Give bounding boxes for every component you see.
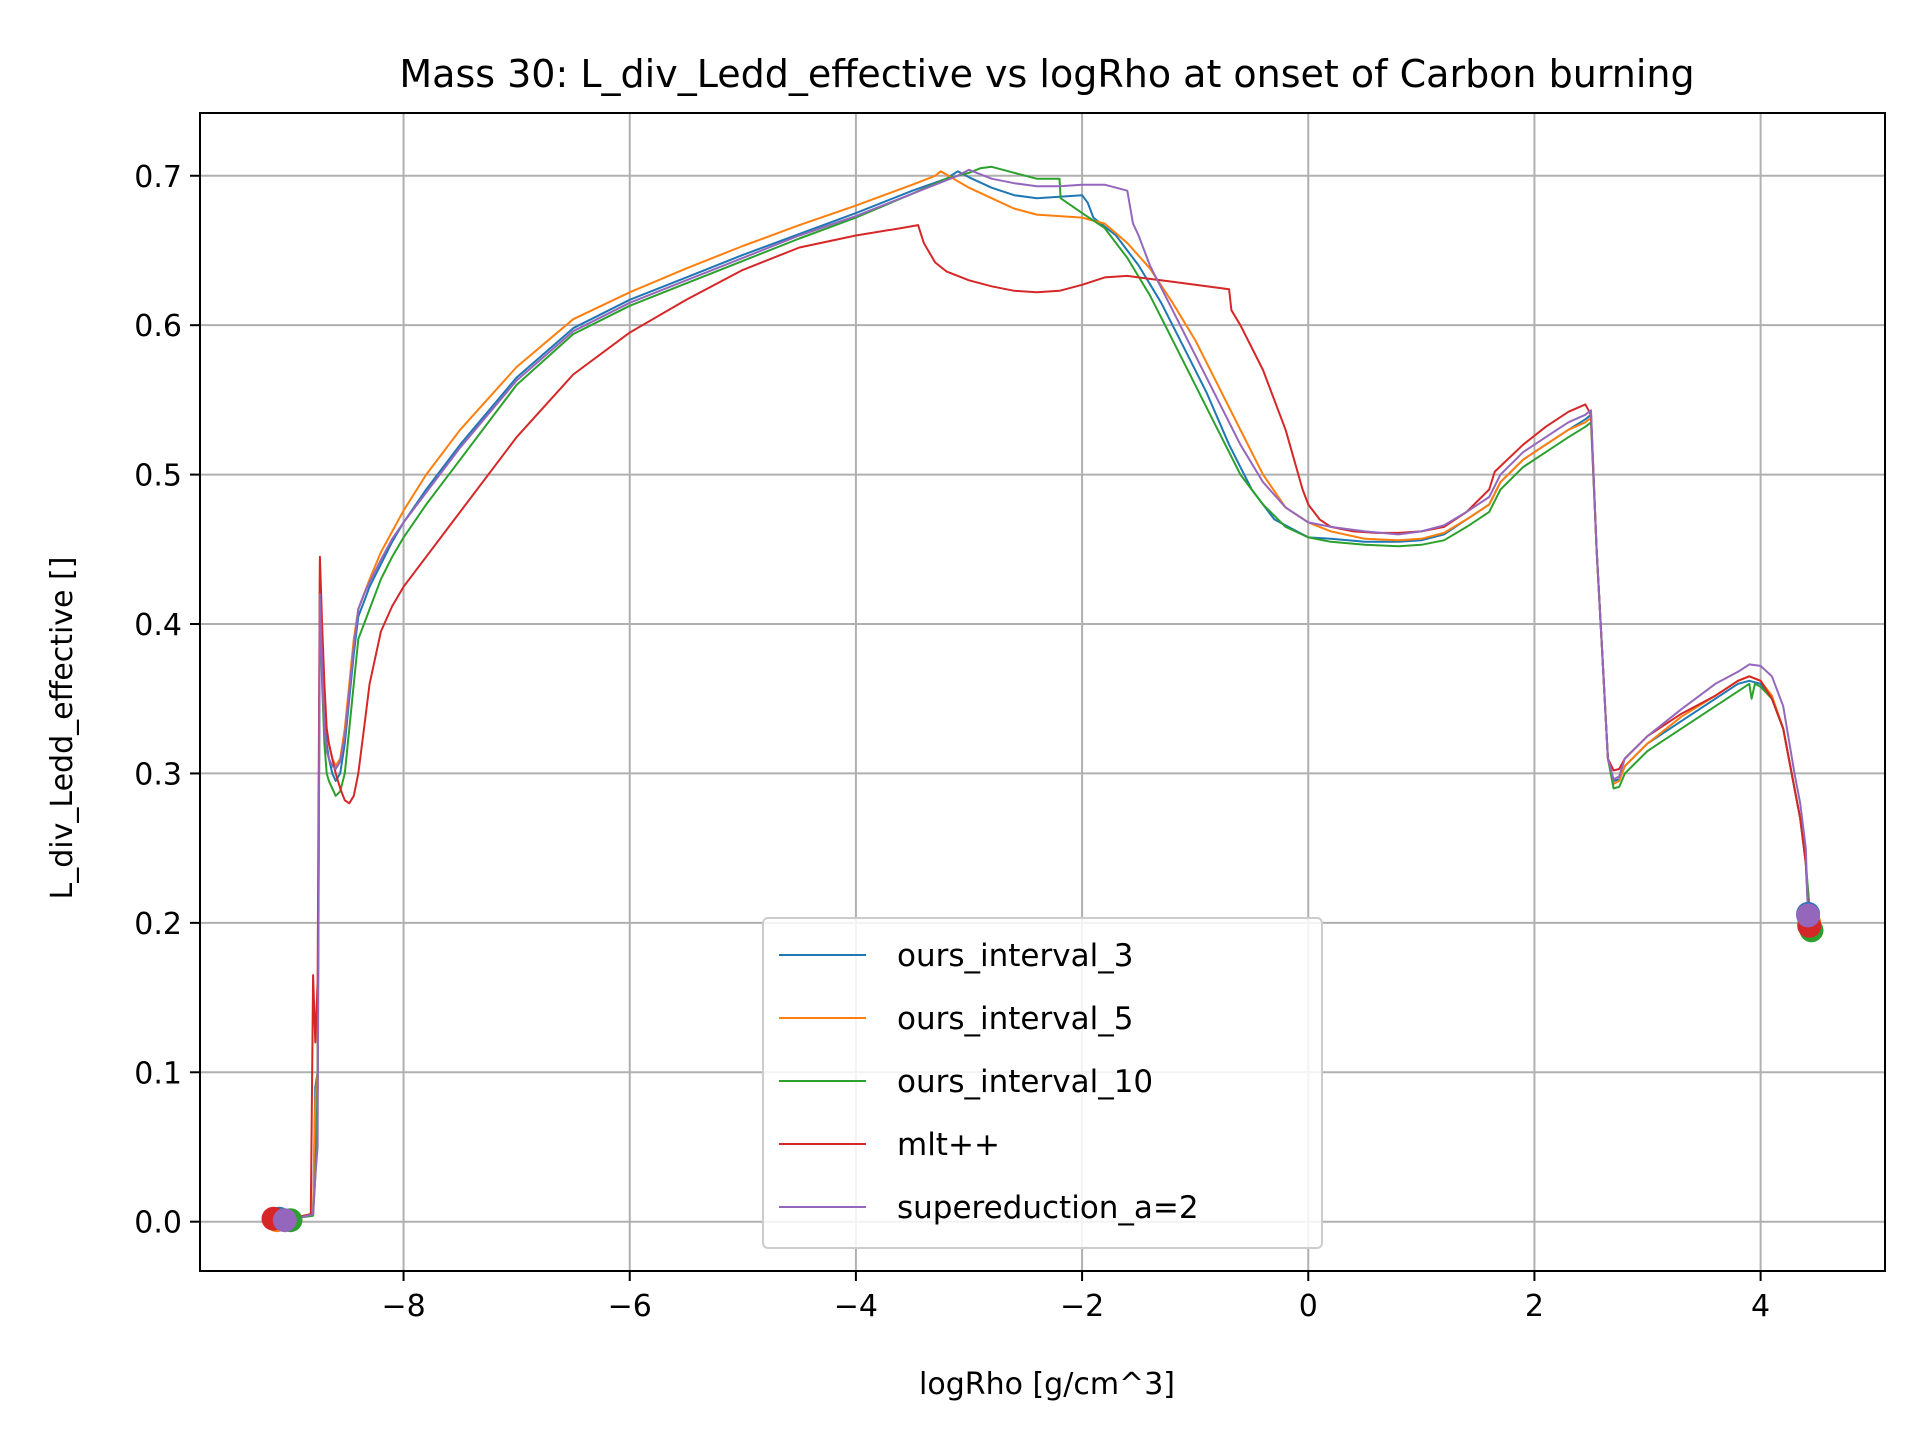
x-tick-label: −2	[1060, 1289, 1104, 1324]
endpoint-marker	[272, 1208, 297, 1233]
legend-entry-label: mlt++	[897, 1127, 1000, 1163]
series-line-supereduction-a-2	[284, 168, 1810, 1222]
y-tick-label: 0.4	[134, 608, 182, 643]
x-tick-label: −4	[834, 1289, 878, 1324]
x-tick-label: −8	[381, 1289, 425, 1324]
x-axis-label: logRho [g/cm^3]	[919, 1367, 1175, 1402]
y-tick-label: 0.2	[134, 907, 182, 942]
chart-title: Mass 30: L_div_Ledd_effective vs logRho …	[399, 52, 1694, 96]
legend-entry-label: supereduction_a=2	[897, 1190, 1199, 1226]
x-tick-label: 2	[1525, 1289, 1544, 1324]
x-tick-label: 0	[1299, 1289, 1318, 1324]
y-tick-label: 0.3	[134, 757, 182, 792]
endpoint-marker	[1796, 903, 1821, 928]
x-tick-label: −6	[608, 1289, 652, 1324]
plot-area	[261, 165, 1824, 1233]
x-axis-ticks: −8 −6 −4 −2 0 2 4	[381, 1271, 1770, 1324]
y-axis-ticks: 0.0 0.1 0.2 0.3 0.4 0.5 0.6 0.7	[134, 160, 200, 1241]
series-lines	[273, 165, 1813, 1222]
legend-box	[762, 917, 1323, 1249]
y-tick-label: 0.6	[134, 309, 182, 344]
legend: ours_interval_3 ours_interval_5 ours_inter…	[762, 917, 1323, 1249]
legend-entry-label: ours_interval_3	[897, 938, 1133, 974]
y-tick-label: 0.0	[134, 1206, 182, 1241]
series-markers	[261, 901, 1824, 1233]
y-tick-label: 0.1	[134, 1056, 182, 1091]
x-tick-label: 4	[1751, 1289, 1770, 1324]
legend-entry-label: ours_interval_10	[897, 1064, 1153, 1100]
series-line-ours-interval-10	[290, 165, 1813, 1222]
series-line-mlt-	[273, 224, 1811, 1220]
plot-frame	[199, 112, 1886, 1272]
y-tick-label: 0.5	[134, 459, 182, 494]
legend-entry-label: ours_interval_5	[897, 1001, 1133, 1037]
y-axis-label: L_div_Ledd_effective []	[45, 557, 80, 900]
y-tick-label: 0.7	[134, 160, 182, 195]
